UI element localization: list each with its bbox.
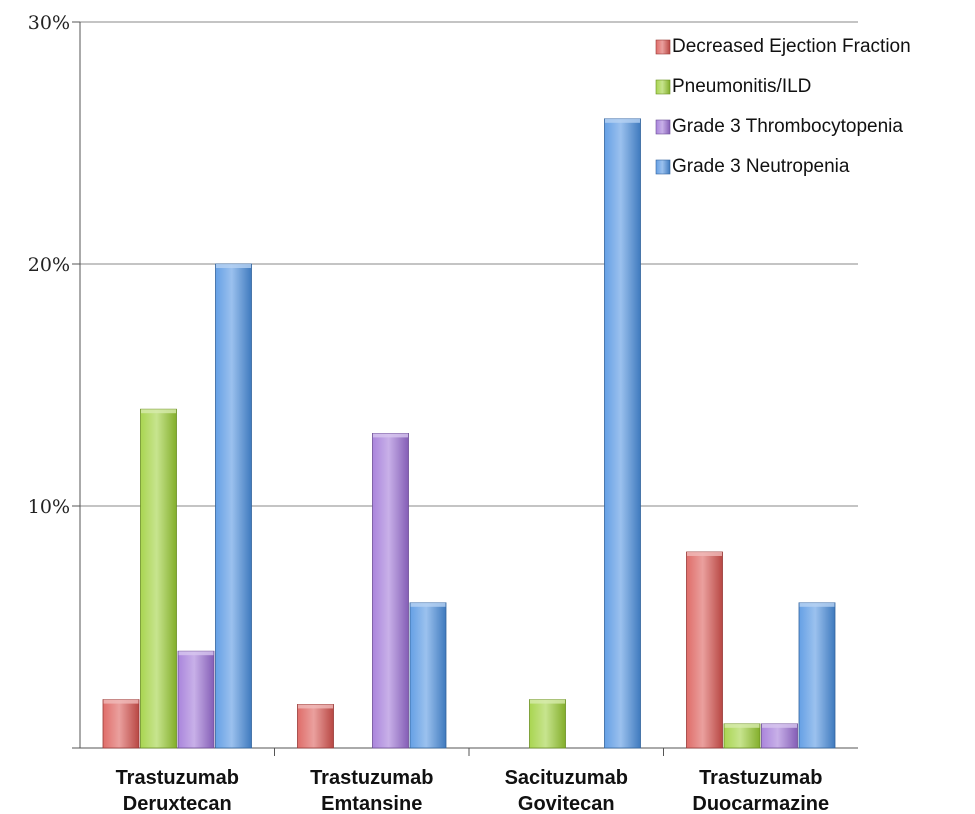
category-label: Deruxtecan [123, 793, 232, 814]
bar [297, 704, 334, 749]
y-tick-label: 30% [28, 12, 70, 34]
legend: Decreased Ejection Fraction Pneumonitis/I… [655, 36, 911, 177]
bar-cap [410, 602, 446, 607]
bar [102, 699, 140, 749]
category-label: Trastuzumab [116, 767, 239, 789]
legend-swatch [655, 159, 671, 175]
category-label: Sacituzumab [505, 767, 628, 789]
bar-cap [141, 409, 176, 414]
bar [686, 551, 723, 749]
legend-swatch [655, 79, 671, 95]
bar [215, 263, 252, 749]
bar-cap [178, 651, 214, 656]
bar-cap [799, 602, 835, 607]
bar [604, 118, 641, 749]
legend-label: Pneumonitis/ILD [672, 76, 811, 97]
category-labels: Trastuzumab Deruxtecan Trastuzumab Emtansin… [116, 767, 830, 814]
legend-swatch [655, 39, 671, 55]
bar-cap [605, 118, 640, 123]
legend-label: Grade 3 Thrombocytopenia [672, 116, 903, 137]
bar-cap [687, 551, 722, 556]
legend-label: Decreased Ejection Fraction [672, 36, 911, 57]
category-label: Trastuzumab [310, 767, 433, 789]
category-label: Emtansine [321, 793, 422, 814]
y-tick-label: 20% [28, 254, 70, 276]
category-label: Trastuzumab [699, 767, 822, 789]
bars [102, 118, 836, 749]
bar [409, 602, 447, 749]
bar [723, 723, 761, 749]
bar-cap [103, 699, 139, 704]
bar [140, 408, 177, 749]
bar-cap [373, 433, 408, 438]
bar [177, 650, 215, 749]
bar-cap [530, 699, 565, 704]
bar [529, 699, 566, 749]
category-label: Govitecan [518, 793, 615, 814]
bar-cap [298, 704, 333, 709]
bar-cap [724, 723, 760, 728]
y-tick-label: 10% [28, 496, 70, 518]
bar [798, 602, 836, 749]
legend-label: Grade 3 Neutropenia [672, 156, 850, 177]
legend-swatch [655, 119, 671, 135]
bar [372, 432, 409, 749]
y-tick-labels: 10% 20% 30% [28, 12, 70, 518]
bar-cap [762, 723, 797, 728]
grid-lines [72, 21, 858, 749]
category-label: Duocarmazine [692, 793, 829, 814]
bar-cap [216, 264, 251, 268]
